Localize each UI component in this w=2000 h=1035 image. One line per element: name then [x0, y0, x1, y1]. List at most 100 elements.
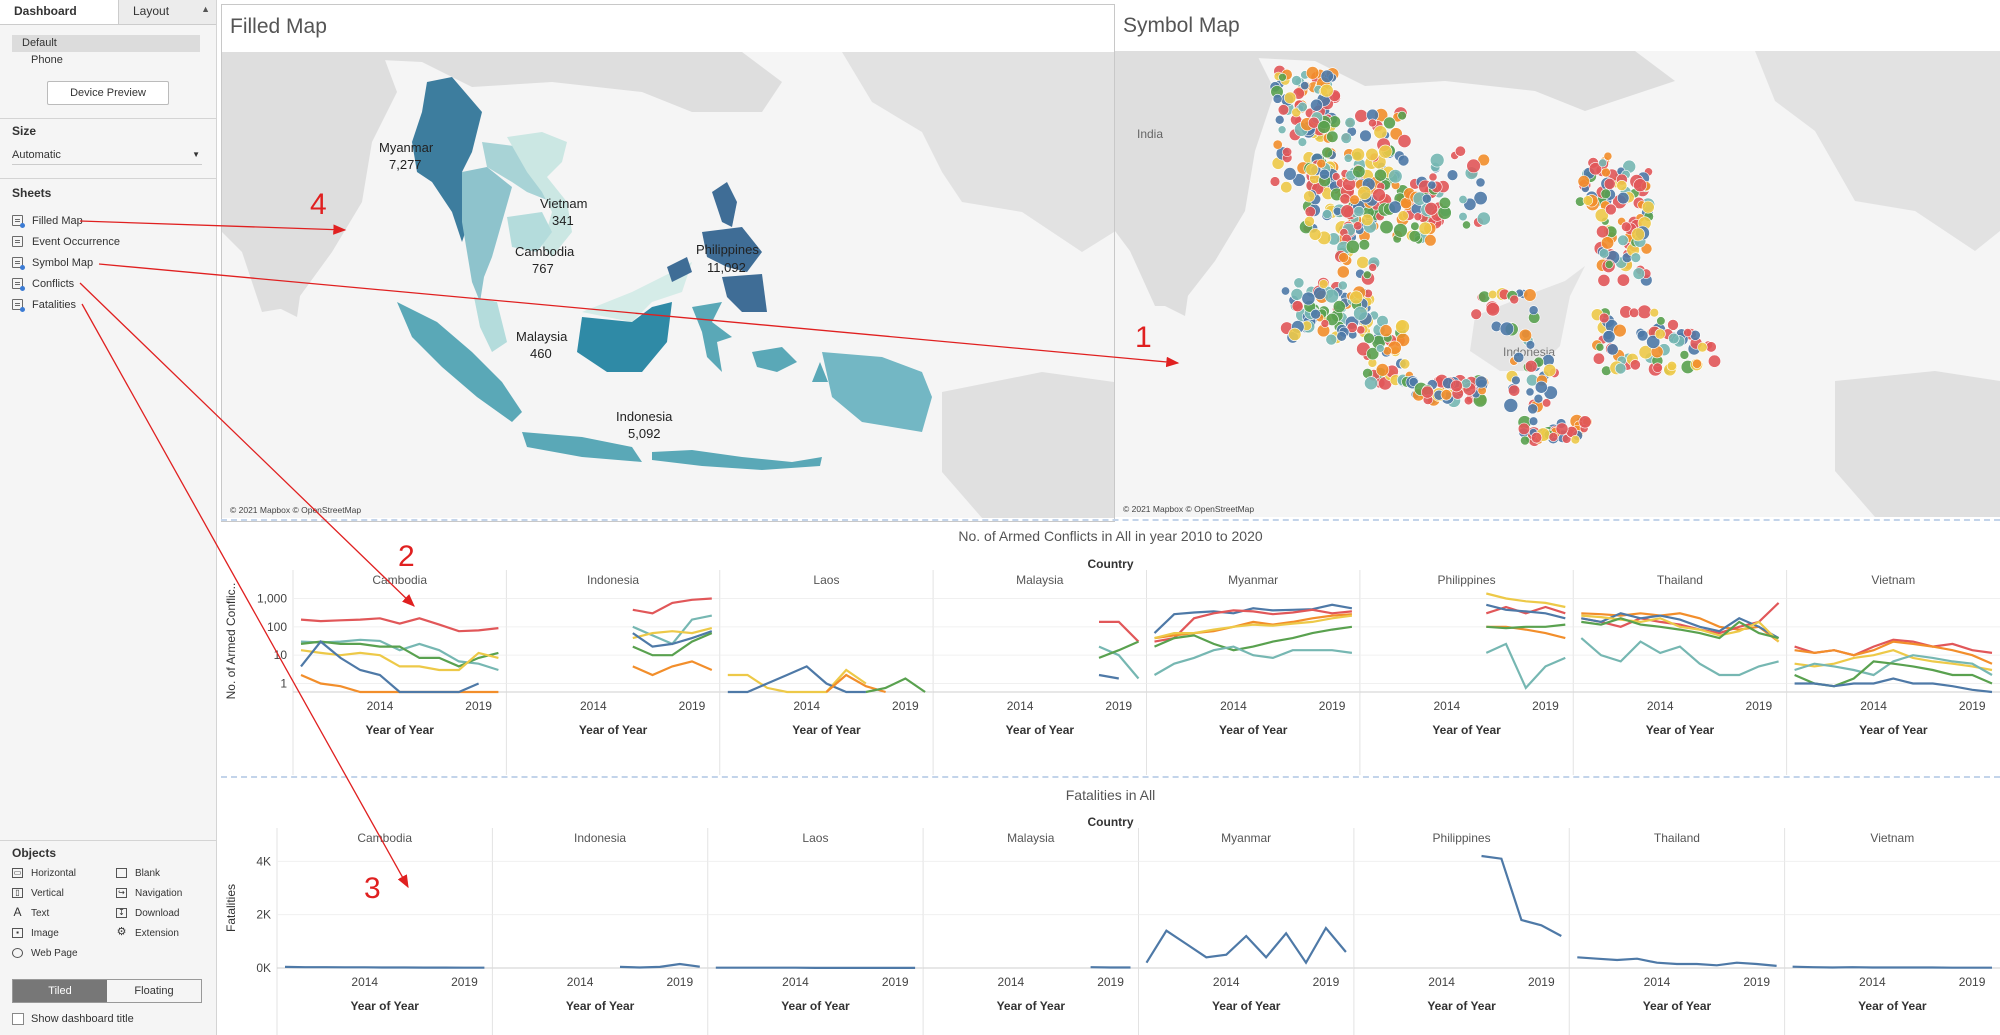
- laos-region[interactable]: [482, 142, 552, 202]
- symbol-map[interactable]: India Indonesia: [1115, 51, 2000, 517]
- x-axis-label: Year of Year: [1643, 999, 1712, 1013]
- object-text[interactable]: A Text: [12, 906, 49, 920]
- checkbox-icon: [12, 1013, 24, 1025]
- x-axis-label: Year of Year: [1646, 723, 1715, 737]
- y-tick-label: 4K: [256, 854, 271, 868]
- event-marker: [1598, 248, 1610, 259]
- vietnam-region[interactable]: [507, 132, 572, 257]
- x-tick-label: 2014: [351, 975, 378, 989]
- device-phone[interactable]: Phone: [31, 54, 63, 66]
- event-marker: [1274, 115, 1285, 125]
- series-line: [1154, 625, 1353, 652]
- object-navigation[interactable]: ↪ Navigation: [116, 886, 182, 900]
- x-tick-label: 2019: [1959, 699, 1986, 713]
- sheet-event-occurrence[interactable]: Event Occurrence: [12, 233, 120, 250]
- sheet-fatalities[interactable]: Fatalities: [12, 296, 76, 313]
- object-horizontal[interactable]: ▭ Horizontal: [12, 866, 76, 880]
- x-tick-label: 2019: [892, 699, 919, 713]
- series-line: [632, 660, 713, 677]
- event-marker: [1281, 286, 1291, 296]
- event-marker: [1646, 334, 1661, 349]
- device-default[interactable]: Default: [12, 35, 200, 52]
- event-marker: [1603, 151, 1613, 161]
- sheet-symbol-map[interactable]: Symbol Map: [12, 254, 93, 271]
- event-marker: [1628, 307, 1640, 318]
- event-marker: [1476, 211, 1491, 226]
- series-line: [1098, 640, 1139, 659]
- y-axis-label: Fatalities: [224, 884, 238, 932]
- tab-dashboard[interactable]: Dashboard: [0, 0, 118, 24]
- event-marker: [1379, 220, 1394, 235]
- event-marker: [1613, 323, 1627, 338]
- facet-label: Philippines: [1438, 573, 1496, 587]
- event-marker: [1303, 215, 1315, 227]
- conflicts-chart[interactable]: No. of Armed Conflic.. 1,000 100 10 1 Cambodi…: [221, 570, 2000, 775]
- show-title-label: Show dashboard title: [31, 1013, 134, 1025]
- fatalities-chart[interactable]: Fatalities 4K 2K 0K Cambodia 2014 2019 Year of …: [221, 828, 2000, 1035]
- cambodia-region[interactable]: [507, 212, 552, 252]
- x-axis-label: Year of Year: [1859, 723, 1928, 737]
- event-marker: [1346, 321, 1358, 333]
- floating-button[interactable]: Floating: [134, 985, 174, 997]
- series-line: [1581, 612, 1780, 640]
- sheet-conflicts[interactable]: Conflicts: [12, 275, 74, 292]
- event-marker: [1410, 221, 1420, 231]
- event-marker: [1533, 393, 1544, 404]
- object-blank[interactable]: Blank: [116, 866, 160, 880]
- web-page-icon: [12, 948, 23, 958]
- event-marker: [1601, 167, 1611, 178]
- event-marker: [1528, 416, 1539, 426]
- object-vertical[interactable]: ▯ Vertical: [12, 886, 64, 900]
- symbol-map-title: Symbol Map: [1123, 14, 1240, 37]
- event-markers[interactable]: [1269, 65, 1721, 447]
- event-marker: [1283, 167, 1297, 181]
- tab-layout[interactable]: Layout ▲: [118, 0, 216, 24]
- filled-map-panel[interactable]: Filled Map: [221, 4, 1115, 522]
- series-line: [1153, 603, 1353, 634]
- event-marker: [1616, 180, 1628, 192]
- symbol-map-panel[interactable]: Symbol Map India Indonesia © 2021 Mapbox…: [1115, 4, 2000, 520]
- facet-label: Laos: [813, 573, 839, 587]
- x-tick-label: 2014: [1647, 699, 1674, 713]
- event-marker: [1588, 162, 1603, 176]
- map-label-country: Vietnam: [540, 196, 587, 211]
- event-marker: [1499, 321, 1515, 336]
- event-marker: [1320, 69, 1334, 83]
- event-marker: [1633, 178, 1647, 193]
- tiled-button[interactable]: Tiled: [13, 980, 107, 1002]
- event-marker: [1595, 342, 1605, 352]
- map-label-country: Myanmar: [379, 140, 434, 155]
- sheet-filled-map[interactable]: Filled Map: [12, 212, 83, 229]
- event-marker: [1280, 181, 1293, 194]
- device-preview-button[interactable]: Device Preview: [47, 81, 169, 105]
- object-web-page[interactable]: Web Page: [12, 946, 78, 960]
- show-title-checkbox[interactable]: Show dashboard title: [12, 1013, 134, 1025]
- size-select[interactable]: Automatic ▼: [12, 146, 202, 165]
- object-label: Navigation: [135, 887, 183, 899]
- event-marker: [1632, 267, 1645, 280]
- x-tick-label: 2014: [567, 975, 594, 989]
- map-label-country: Cambodia: [515, 244, 575, 259]
- event-marker: [1606, 343, 1619, 356]
- object-extension[interactable]: ⚙ Extension: [116, 926, 179, 940]
- object-label: Extension: [135, 927, 179, 939]
- object-download[interactable]: ↧ Download: [116, 906, 179, 920]
- event-marker: [1603, 177, 1616, 190]
- x-tick-label: 2014: [793, 699, 820, 713]
- x-tick-label: 2019: [666, 975, 693, 989]
- event-marker: [1679, 350, 1690, 360]
- event-marker: [1322, 209, 1332, 219]
- map-label-country: Philippines: [696, 242, 759, 257]
- filled-map[interactable]: Myanmar 7,277 Vietnam 341 Cambodia 767 P…: [222, 52, 1114, 518]
- y-tick-label: 2K: [256, 908, 271, 922]
- philippines-region[interactable]: [712, 182, 737, 227]
- series-line: [1486, 592, 1566, 609]
- fatalities-title: Fatalities in All: [1065, 787, 1156, 803]
- event-marker: [1527, 403, 1539, 415]
- object-image[interactable]: ▪ Image: [12, 926, 59, 940]
- x-axis-label: Year of Year: [1858, 999, 1927, 1013]
- series-line: [632, 630, 713, 648]
- event-marker: [1354, 109, 1368, 123]
- event-marker: [1365, 147, 1379, 162]
- map-label-value: 7,277: [389, 157, 422, 172]
